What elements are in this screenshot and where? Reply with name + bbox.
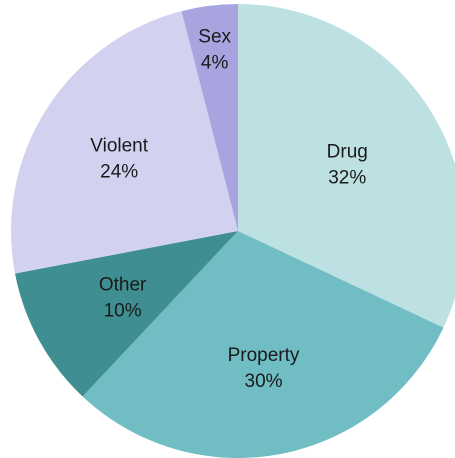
pie-label-drug: Drug 32% [327,142,368,189]
pie-label-violent: Violent 24% [90,136,148,183]
pie-label-name: Drug [327,142,368,163]
pie-label-name: Violent [90,136,148,157]
pie-labels: Drug 32% Property 30% Other 10% Violent 24% Sex 4… [90,26,368,391]
pie-label-sex: Sex 4% [198,26,231,73]
pie-slices [10,4,455,458]
pie-slice-sex [181,4,238,231]
pie-label-name: Sex [198,26,231,47]
pie-label-name: Other [99,274,147,295]
pie-slice-other [15,231,238,397]
pie-label-value: 4% [201,52,229,73]
pie-label-property: Property 30% [228,345,300,392]
pie-label-other: Other 10% [99,274,147,321]
pie-slice-property [82,231,444,458]
pie-label-name: Property [228,345,300,366]
pie-slice-violent [10,11,239,274]
pie-label-value: 32% [328,168,366,189]
pie-label-value: 24% [100,162,138,183]
pie-label-value: 10% [104,300,142,321]
pie-slice-drug [238,4,455,328]
pie-label-value: 30% [245,371,283,392]
